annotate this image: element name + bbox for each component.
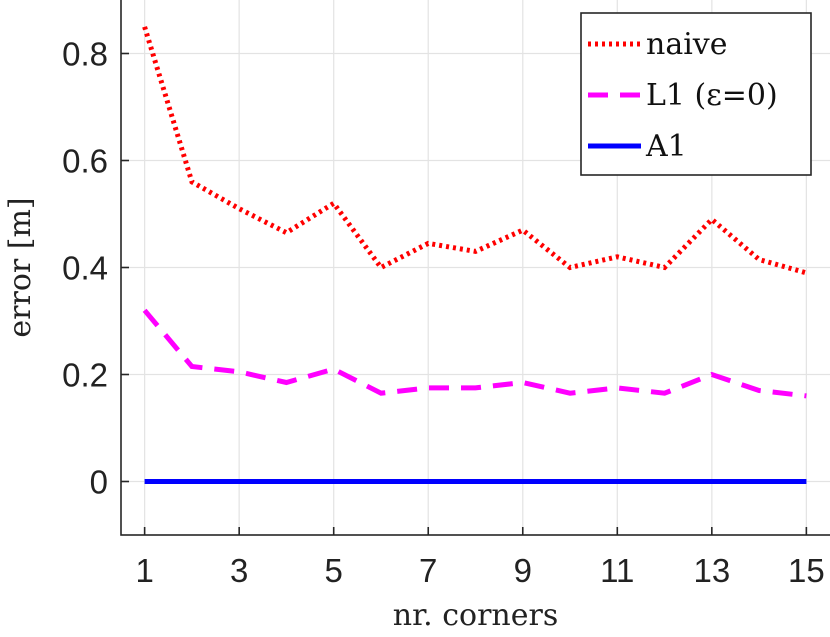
y-tick-label: 0.8 xyxy=(62,36,108,73)
x-tick-label: 9 xyxy=(514,552,532,589)
x-tick-label: 5 xyxy=(325,552,343,589)
series-layer xyxy=(142,26,808,484)
x-tick-label: 1 xyxy=(135,552,153,589)
series-line-naive xyxy=(142,26,808,276)
legend-label: A1 xyxy=(645,129,687,164)
y-tick-label: 0 xyxy=(90,464,108,501)
x-tick-label: 11 xyxy=(600,552,634,589)
x-tick-label: 13 xyxy=(693,552,730,589)
legend-label: L1 (ε=0) xyxy=(646,78,778,113)
y-axis-label: error [m] xyxy=(3,197,38,337)
series-line-l1 xyxy=(142,308,807,399)
x-tick-label: 15 xyxy=(788,552,825,589)
y-tick-label: 0.4 xyxy=(62,250,108,287)
legend-label: naive xyxy=(646,27,728,62)
legend: naive L1 (ε=0) A1 xyxy=(580,12,812,176)
x-axis-label: nr. corners xyxy=(393,598,558,633)
x-axis: 1 3 5 7 9 11 13 15 xyxy=(135,527,825,589)
y-tick-label: 0.6 xyxy=(62,143,108,180)
plot-area-frame xyxy=(120,0,830,536)
y-tick-label: 0.2 xyxy=(62,357,108,394)
x-tick-label: 7 xyxy=(419,552,437,589)
y-axis: 0 0.2 0.4 0.6 0.8 xyxy=(62,36,129,501)
x-tick-label: 3 xyxy=(230,552,248,589)
